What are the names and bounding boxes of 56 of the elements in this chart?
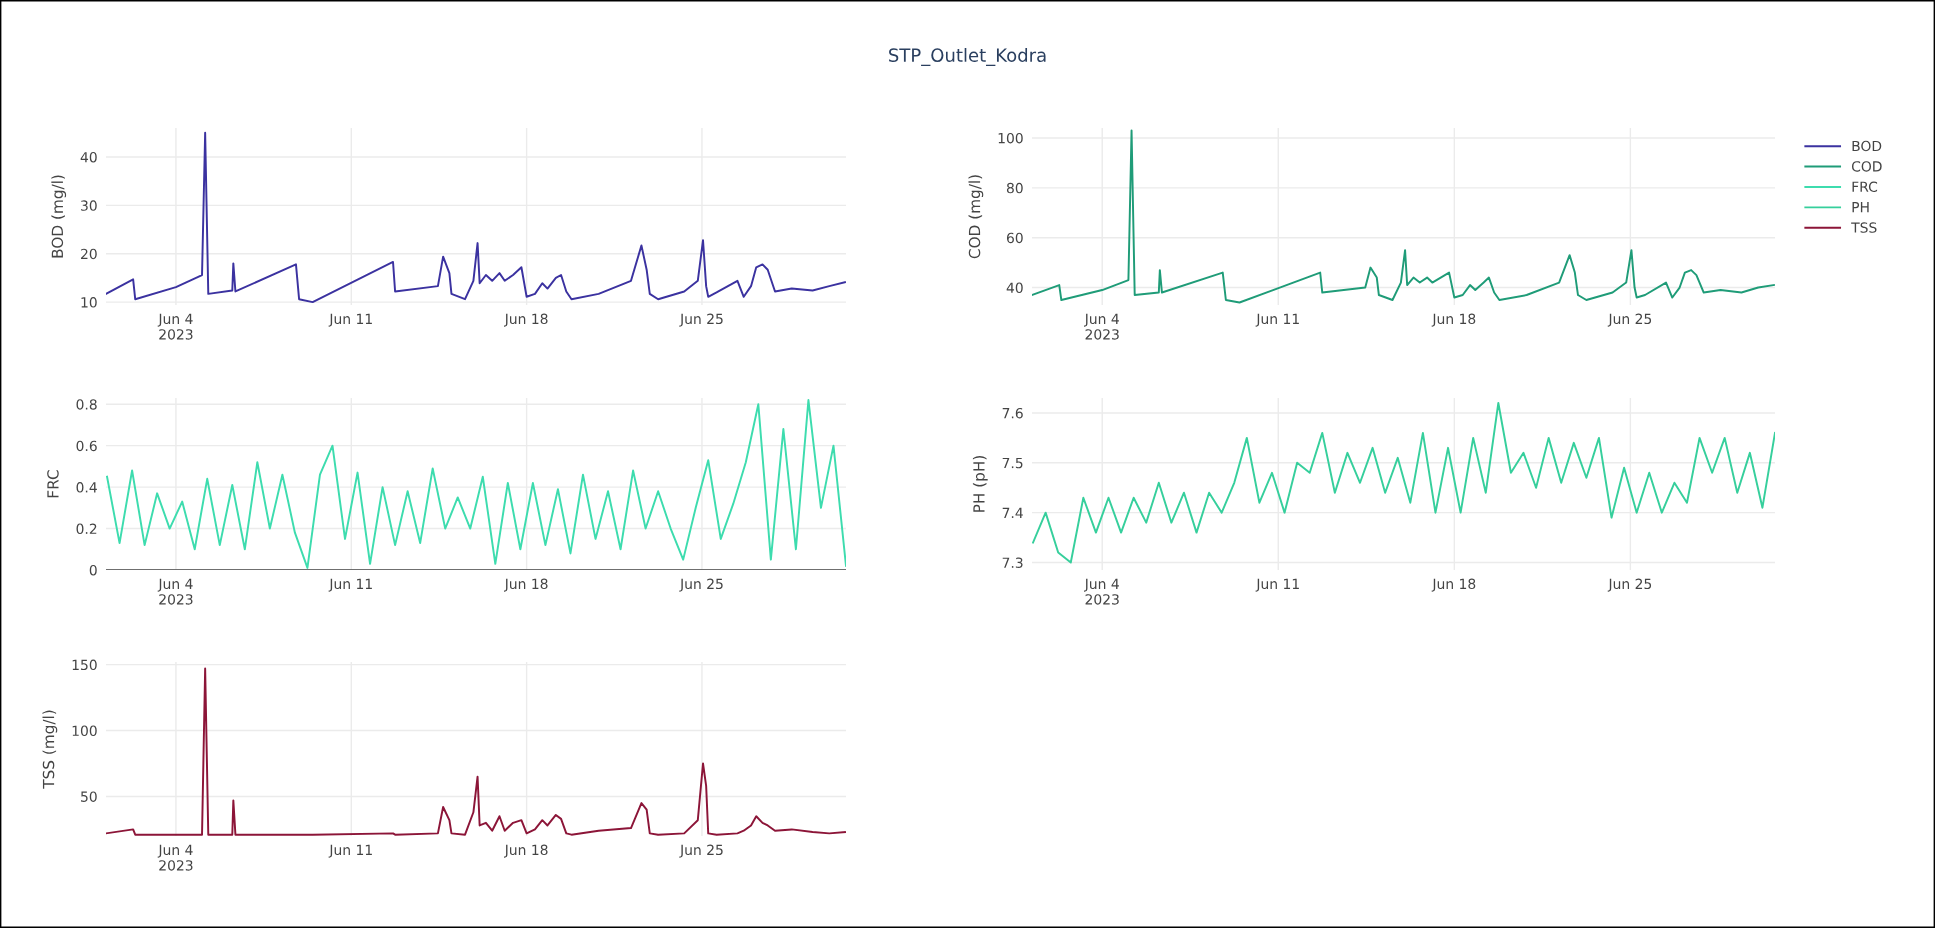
x-tick-label: Jun 25 [1607, 578, 1652, 592]
line-series [1032, 129, 1775, 304]
y-axis-title: BOD (mg/l) [51, 175, 67, 258]
y-tick-label: 50 [81, 791, 97, 802]
y-axis-title: PH (pH) [972, 455, 988, 512]
x-tick-label: Jun 18 [504, 313, 548, 327]
y-tick-label: 40 [1006, 282, 1023, 294]
x-tick-label: Jun 18 [504, 578, 548, 592]
legend-label: TSS [1851, 222, 1877, 233]
y-tick-label: 7.3 [1002, 557, 1023, 568]
x-tick-label: Jun 4 2023 [157, 313, 193, 340]
y-tick-label: 0.6 [76, 440, 97, 452]
y-tick-label: 0.2 [76, 523, 97, 535]
x-tick-label: Jun 11 [328, 844, 372, 858]
x-tick-label: Jun 18 [1431, 313, 1476, 327]
x-tick-label: Jun 11 [328, 578, 372, 592]
y-axis-title: TSS (mg/l) [42, 710, 58, 789]
x-tick-label: Jun 11 [1255, 578, 1299, 592]
y-tick-label: 20 [81, 248, 97, 260]
x-tick-label: Jun 25 [1607, 313, 1652, 327]
y-tick-label: 0.8 [76, 399, 97, 410]
y-tick-label: 7.6 [1002, 407, 1023, 419]
legend-label: COD [1851, 161, 1882, 172]
y-tick-label: 7.5 [1002, 457, 1023, 469]
x-tick-label: Jun 4 2023 [157, 844, 193, 871]
line-series [106, 667, 846, 836]
chart-title: STP_Outlet_Kodra [889, 48, 1046, 66]
x-tick-label: Jun 4 2023 [1084, 313, 1119, 340]
y-tick-label: 60 [1006, 232, 1023, 244]
y-axis-title: FRC [47, 470, 59, 498]
y-tick-label: 30 [81, 200, 97, 211]
y-axis-title: COD (mg/l) [968, 175, 984, 259]
legend-label: PH [1852, 202, 1869, 213]
x-tick-label: Jun 25 [679, 578, 723, 592]
legend-label: FRC [1852, 181, 1878, 193]
y-tick-label: 40 [80, 151, 97, 163]
x-tick-label: Jun 4 2023 [1084, 578, 1119, 605]
line-series [1032, 402, 1775, 564]
x-tick-label: Jun 25 [679, 313, 723, 327]
legend-label: BOD [1852, 140, 1882, 152]
y-tick-label: 100 [72, 725, 97, 737]
y-tick-label: 0 [89, 564, 97, 576]
x-tick-label: Jun 11 [1255, 313, 1299, 327]
line-series [106, 131, 846, 304]
y-tick-label: 7.4 [1002, 507, 1023, 518]
y-tick-label: 100 [998, 132, 1023, 144]
line-series [106, 399, 846, 569]
x-tick-label: Jun 4 2023 [157, 578, 193, 605]
x-tick-label: Jun 18 [504, 844, 548, 858]
x-tick-label: Jun 11 [328, 313, 372, 327]
x-tick-label: Jun 18 [1431, 578, 1476, 592]
y-tick-label: 150 [72, 659, 97, 671]
y-tick-label: 80 [1006, 182, 1023, 194]
y-tick-label: 10 [81, 297, 97, 308]
x-tick-label: Jun 25 [679, 844, 723, 858]
y-tick-label: 0.4 [76, 482, 97, 493]
